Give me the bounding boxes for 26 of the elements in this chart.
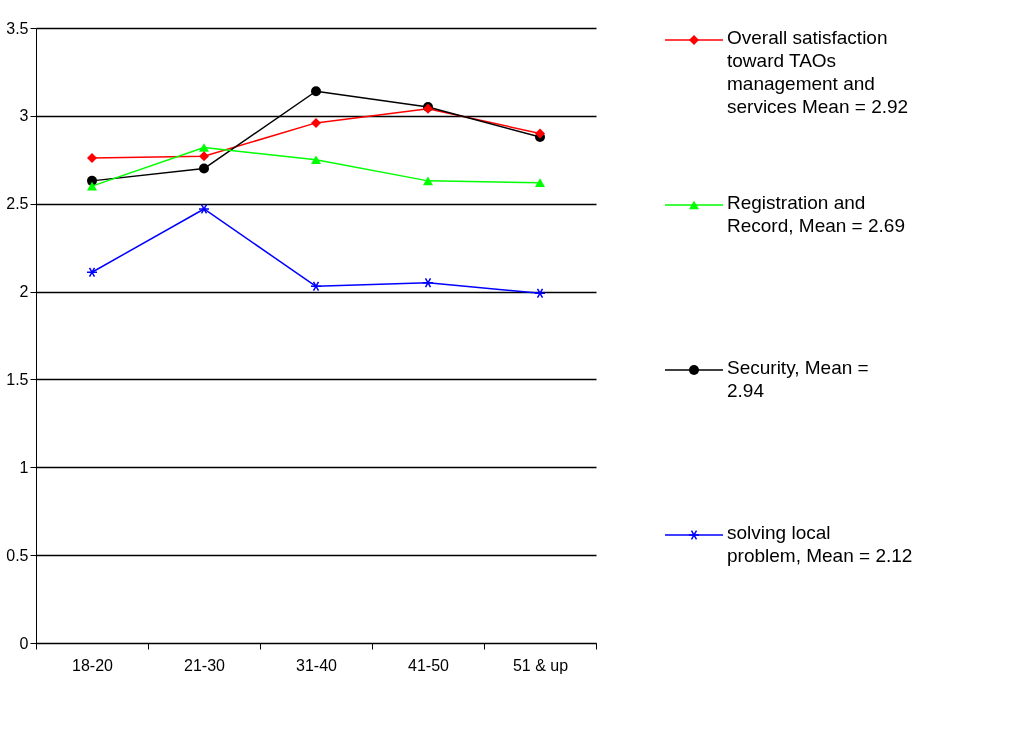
y-tick-label: 1.5 — [6, 370, 29, 388]
x-tick-label: 51 & up — [512, 656, 569, 674]
point — [535, 178, 545, 187]
point — [199, 151, 209, 162]
x-tick-label: 21-30 — [184, 656, 226, 674]
point — [86, 267, 98, 278]
legend-label: Registration and Record, Mean = 2.69 — [727, 192, 905, 236]
point — [311, 117, 321, 128]
y-tick-label: 2.5 — [6, 195, 29, 213]
y-tick-label: 0.5 — [6, 546, 29, 564]
y-tick-label: 0 — [19, 634, 29, 652]
y-tick-label: 3 — [19, 107, 29, 125]
x-tick-label: 41-50 — [408, 656, 450, 674]
legend-label: Overall satisfaction toward TAOs management and services Mean = 2.92 — [727, 27, 909, 117]
point — [87, 153, 97, 164]
point — [198, 203, 210, 215]
x-tick-label: 31-40 — [296, 656, 338, 674]
legend-label: solving local problem, Mean = 2.12 — [727, 522, 913, 566]
y-tick-label: 1 — [19, 458, 29, 476]
y-tick-label: 2 — [19, 283, 29, 301]
legend-label: Security, Mean = 2.94 — [727, 357, 869, 401]
x-tick-label: 18-20 — [72, 656, 114, 674]
point — [310, 281, 322, 292]
y-tick-label: 3.5 — [6, 19, 29, 37]
point — [534, 288, 546, 299]
point — [422, 277, 434, 288]
